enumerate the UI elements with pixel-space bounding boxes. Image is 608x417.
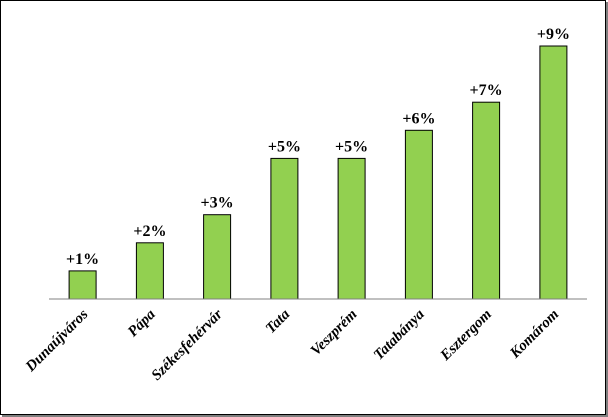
data-label-4: +5% <box>335 138 368 155</box>
category-label-1: Pápa <box>125 306 159 340</box>
data-label-7: +9% <box>537 26 570 43</box>
data-label-1: +2% <box>133 223 166 240</box>
bar-6 <box>472 101 501 300</box>
data-label-5: +6% <box>402 110 435 127</box>
category-label-5: Tatabánya <box>371 306 428 363</box>
category-label-4: Veszprém <box>308 307 361 360</box>
category-label-7: Komárom <box>507 307 563 363</box>
category-label-3: Tata <box>263 306 294 337</box>
bar-3 <box>270 157 299 300</box>
data-labels-layer: +1% +2% +3% +5% +5% +6% +7% +9% <box>66 26 570 268</box>
category-label-2: Székesfehérvár <box>149 306 226 383</box>
data-label-2: +3% <box>201 195 234 212</box>
bar-4 <box>337 157 366 300</box>
category-label-6: Esztergom <box>437 307 495 365</box>
data-label-0: +1% <box>66 251 99 268</box>
bar-2 <box>203 214 232 300</box>
category-label-0: Dunaújváros <box>22 306 91 375</box>
bar-0 <box>68 270 97 300</box>
data-label-3: +5% <box>268 138 301 155</box>
bar-5 <box>404 129 433 300</box>
data-label-6: +7% <box>470 82 503 99</box>
bar-1 <box>135 242 164 300</box>
bars-layer <box>68 45 568 300</box>
bar-7 <box>539 45 568 300</box>
